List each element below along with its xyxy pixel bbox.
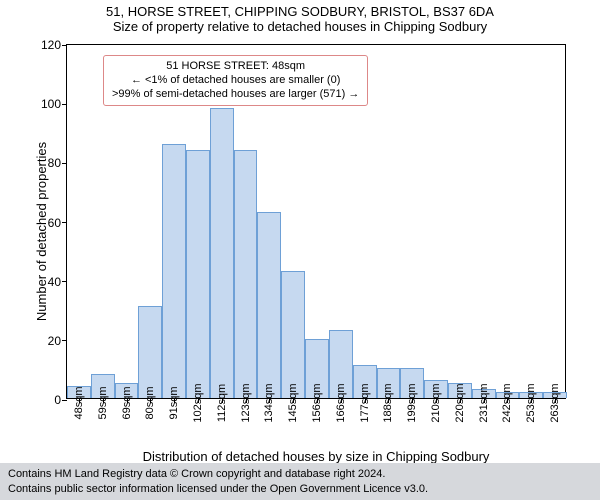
y-tick-label: 0 <box>54 393 61 407</box>
footer: Contains HM Land Registry data © Crown c… <box>0 463 600 500</box>
x-tick-label: 102sqm <box>192 383 204 422</box>
x-tick-label: 177sqm <box>359 383 371 422</box>
y-tick-label: 80 <box>48 156 61 170</box>
histogram-bar <box>210 108 234 398</box>
histogram-chart: Number of detached properties 51 HORSE S… <box>66 44 566 399</box>
histogram-bar <box>234 150 258 399</box>
x-tick-label: 91sqm <box>168 386 180 419</box>
x-tick-label: 166sqm <box>335 383 347 422</box>
callout-box: 51 HORSE STREET: 48sqm ← <1% of detached… <box>103 55 368 106</box>
x-tick-label: 156sqm <box>311 383 323 422</box>
subtitle: Size of property relative to detached ho… <box>0 19 600 34</box>
callout-line: >99% of semi-detached houses are larger … <box>112 88 359 102</box>
x-tick-label: 145sqm <box>287 383 299 422</box>
x-tick-label: 112sqm <box>216 384 228 422</box>
x-tick-label: 134sqm <box>263 383 275 422</box>
x-tick-label: 59sqm <box>97 386 109 419</box>
y-tick-mark <box>62 163 67 164</box>
footer-line: Contains public sector information licen… <box>8 482 592 496</box>
histogram-bar <box>162 144 186 398</box>
y-tick-mark <box>62 281 67 282</box>
x-tick-label: 220sqm <box>454 383 466 422</box>
x-tick-label: 199sqm <box>406 383 418 422</box>
x-axis-label: Distribution of detached houses by size … <box>66 449 566 464</box>
histogram-bar <box>257 212 281 398</box>
y-tick-mark <box>62 222 67 223</box>
y-tick-mark <box>62 340 67 341</box>
y-tick-label: 60 <box>48 216 61 230</box>
y-tick-mark <box>62 400 67 401</box>
histogram-bar <box>281 271 305 398</box>
plot-area: 51 HORSE STREET: 48sqm ← <1% of detached… <box>66 44 566 399</box>
y-tick-label: 40 <box>48 275 61 289</box>
x-tick-label: 210sqm <box>430 383 442 422</box>
x-tick-label: 69sqm <box>121 386 133 419</box>
y-tick-mark <box>62 45 67 46</box>
x-tick-label: 123sqm <box>240 383 252 422</box>
histogram-bar <box>186 150 210 399</box>
x-tick-label: 80sqm <box>144 386 156 419</box>
x-tick-label: 263sqm <box>549 383 561 422</box>
histogram-bar <box>138 306 162 398</box>
x-tick-label: 253sqm <box>525 383 537 422</box>
footer-line: Contains HM Land Registry data © Crown c… <box>8 467 592 481</box>
callout-line: ← <1% of detached houses are smaller (0) <box>112 74 359 88</box>
x-tick-label: 231sqm <box>478 383 490 422</box>
y-tick-mark <box>62 104 67 105</box>
x-tick-label: 188sqm <box>382 383 394 422</box>
y-tick-label: 20 <box>48 334 61 348</box>
x-tick-label: 48sqm <box>73 386 85 419</box>
x-tick-label: 242sqm <box>501 383 513 422</box>
y-tick-label: 120 <box>41 38 61 52</box>
callout-line: 51 HORSE STREET: 48sqm <box>112 60 359 74</box>
y-tick-label: 100 <box>41 97 61 111</box>
page-title: 51, HORSE STREET, CHIPPING SODBURY, BRIS… <box>0 4 600 19</box>
